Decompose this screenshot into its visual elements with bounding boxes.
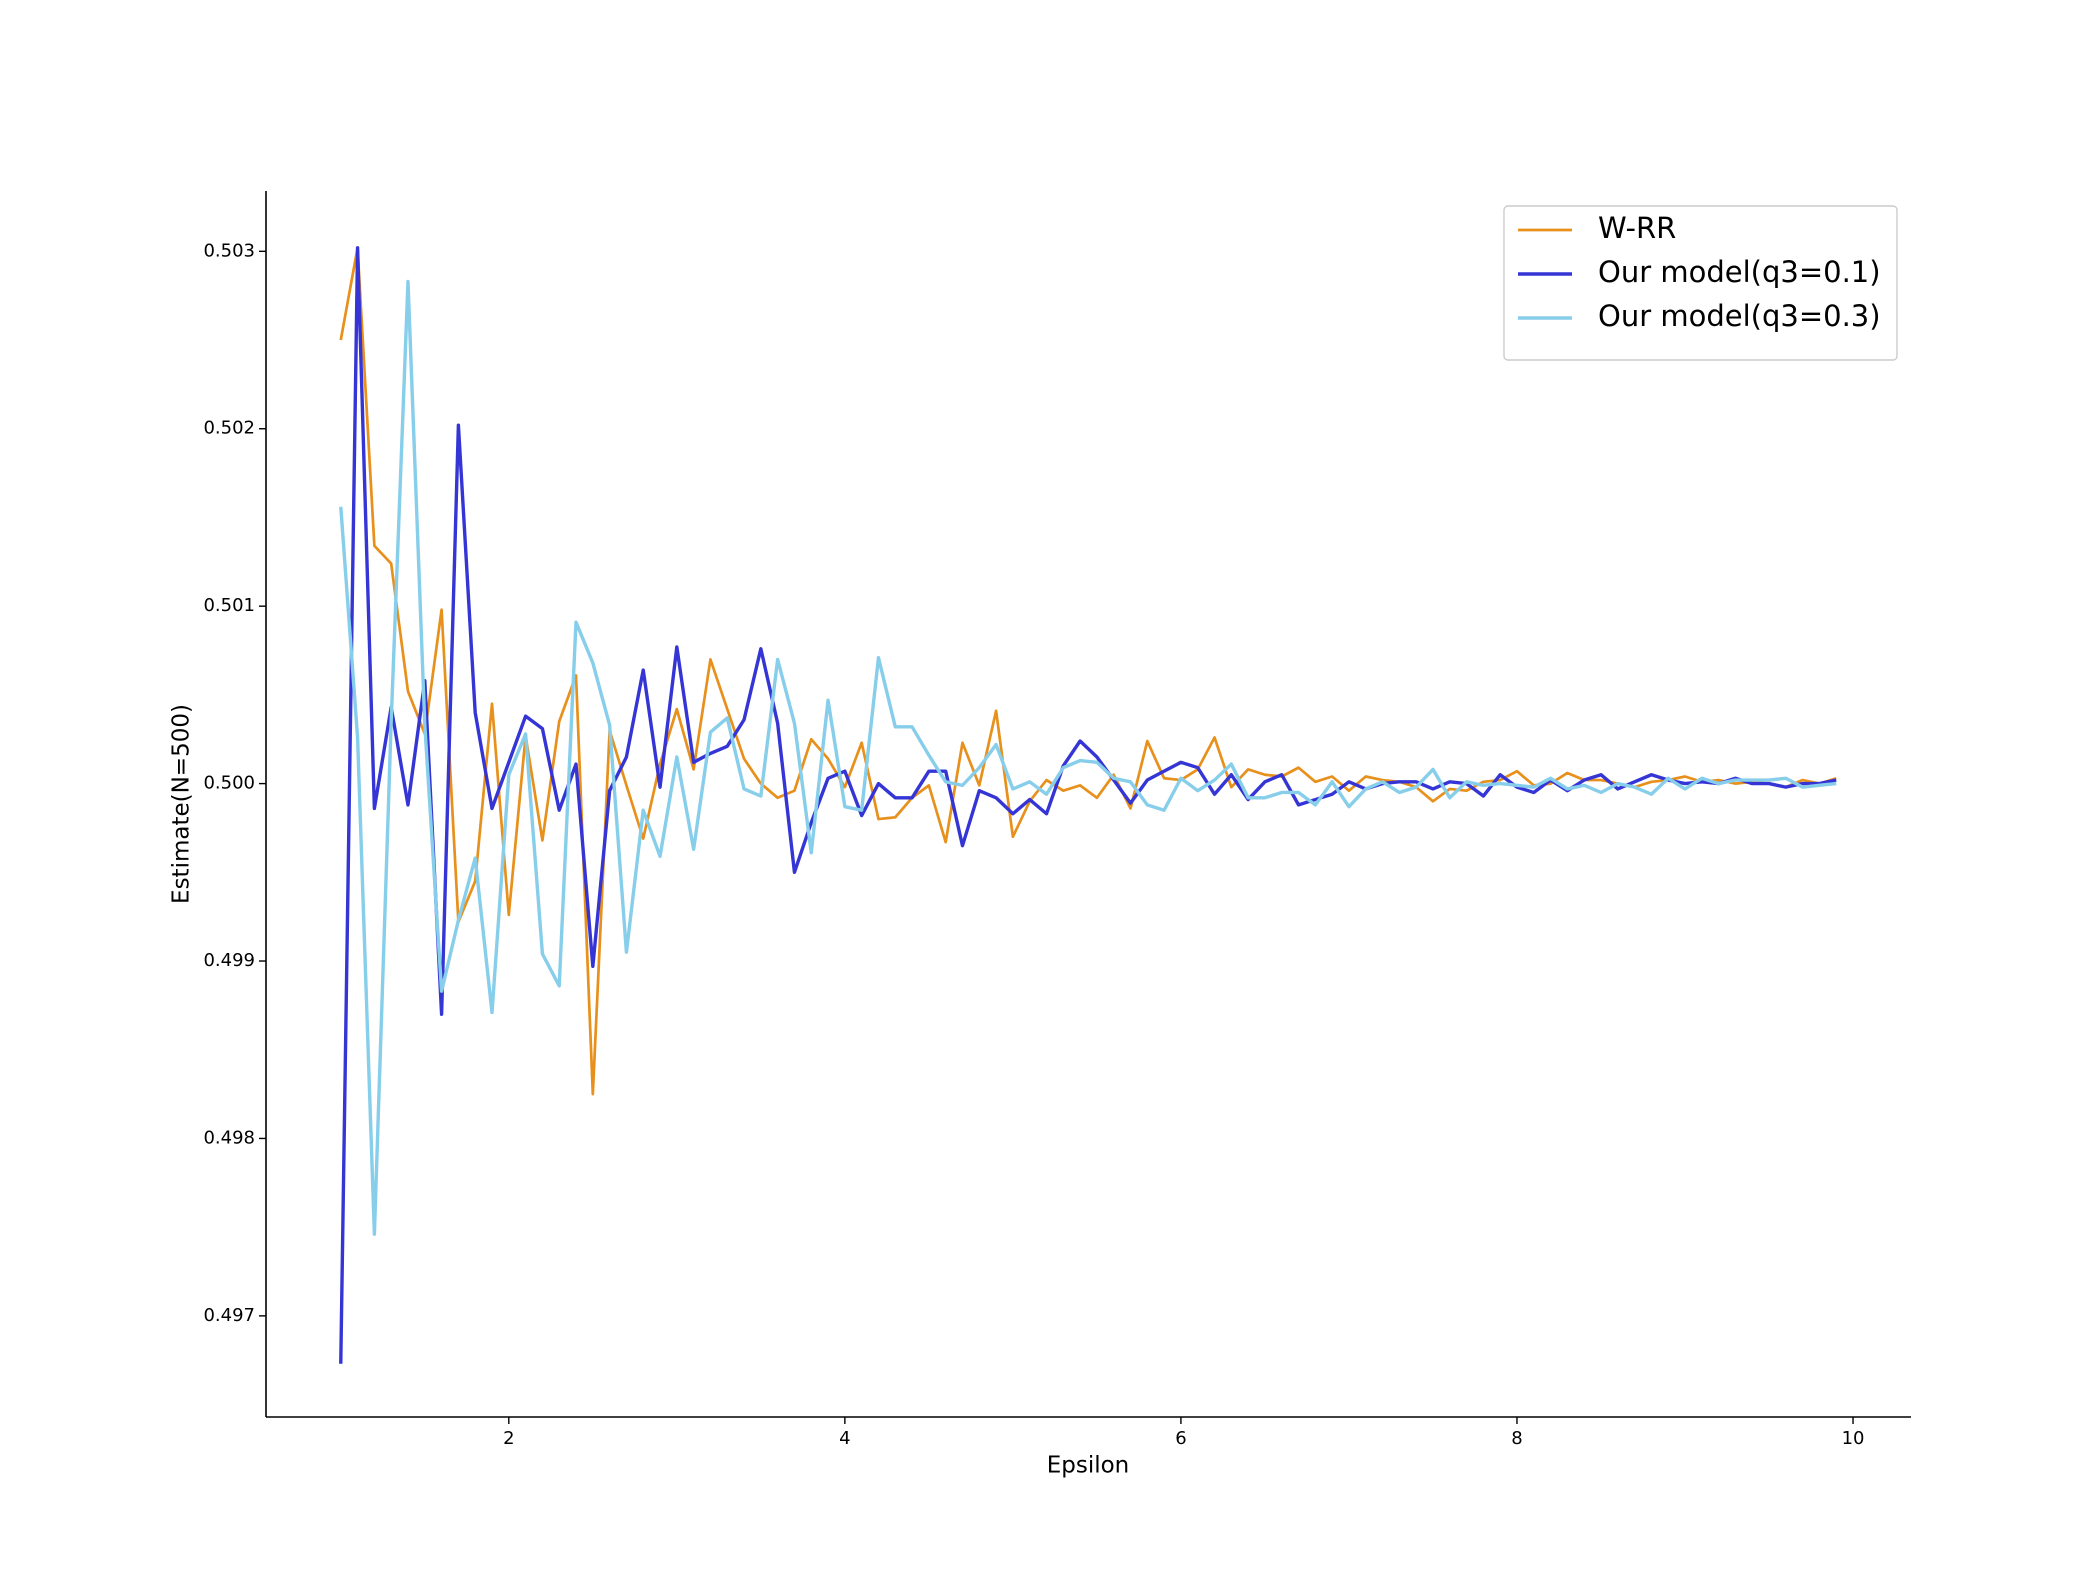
y-tick-label: 0.502 [203, 418, 255, 439]
y-tick-label: 0.499 [203, 950, 255, 971]
y-tick-label: 0.501 [203, 595, 255, 616]
legend-box [1503, 205, 1898, 361]
y-tick-label: 0.497 [203, 1305, 255, 1326]
x-axis-label: Epsilon [1047, 1453, 1130, 1479]
y-tick-label: 0.503 [203, 240, 255, 261]
y-tick-label: 0.500 [203, 773, 255, 794]
x-tick-label: 2 [503, 1428, 514, 1449]
legend-label: Our model(q3=0.3) [1598, 299, 1881, 333]
y-axis-label: Estimate(N=500) [169, 704, 195, 904]
legend: W-RR Our model(q3=0.1) Our model(q3=0.3) [1503, 205, 1898, 361]
series-line [339, 279, 1837, 1236]
legend-label: Our model(q3=0.1) [1598, 255, 1881, 289]
x-tick-label: 8 [1511, 1428, 1522, 1449]
x-tick-label: 4 [839, 1428, 850, 1449]
legend-label: W-RR [1598, 211, 1676, 245]
series-line [339, 246, 1837, 1096]
y-tick-label: 0.498 [203, 1127, 255, 1148]
x-tick-label: 10 [1842, 1428, 1865, 1449]
x-tick-label: 6 [1175, 1428, 1186, 1449]
series-line [339, 246, 1837, 1364]
